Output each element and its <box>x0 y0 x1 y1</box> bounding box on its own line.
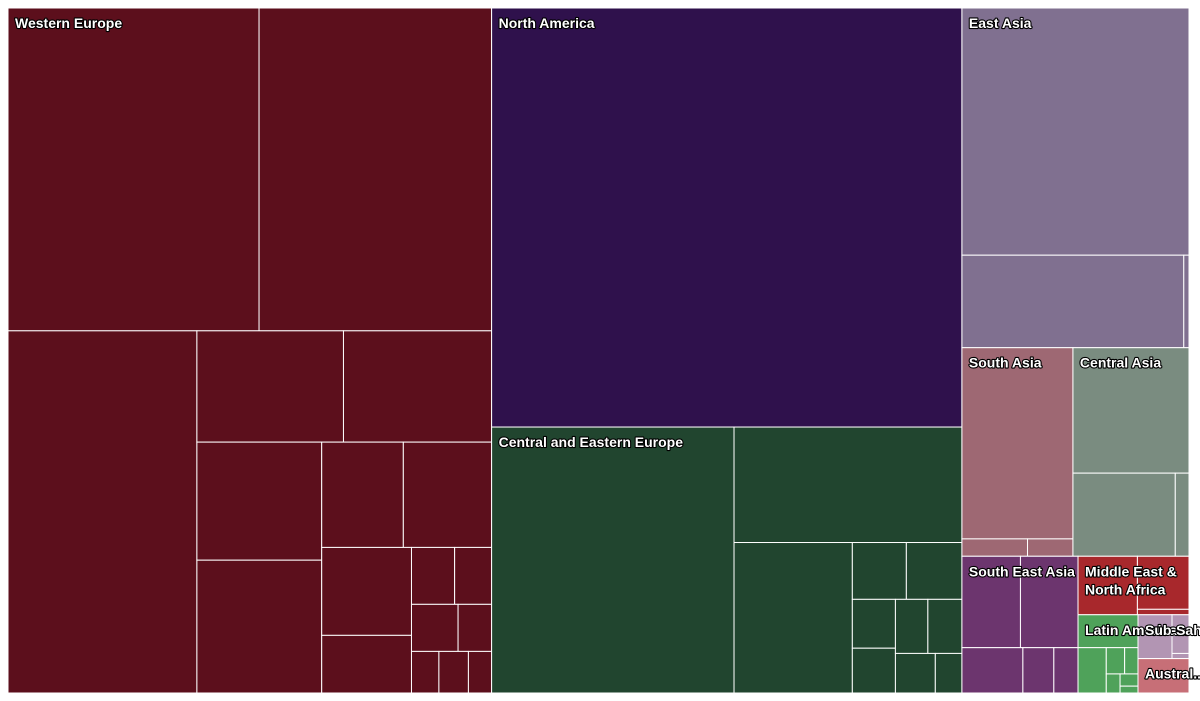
region-east-asia[interactable] <box>961 7 1190 349</box>
region-sub-saharan-africa[interactable] <box>1137 614 1190 660</box>
tile-western-europe-2[interactable] <box>258 7 493 332</box>
tile-sub-saharan-africa-3[interactable] <box>1171 634 1190 654</box>
tile-central-and-eastern-europe-3[interactable] <box>733 542 853 694</box>
tile-latin-america-and-caribbean-5[interactable] <box>1105 673 1121 694</box>
tile-central-and-eastern-europe-11[interactable] <box>934 652 963 694</box>
region-central-and-eastern-europe[interactable] <box>491 426 963 694</box>
tile-western-europe-4[interactable] <box>196 330 344 443</box>
tile-western-europe-6[interactable] <box>196 441 323 561</box>
tile-western-europe-7[interactable] <box>196 559 323 694</box>
tile-central-and-eastern-europe-1[interactable] <box>491 426 735 694</box>
tile-central-and-eastern-europe-4[interactable] <box>851 542 907 600</box>
tile-east-asia-3[interactable] <box>1183 254 1190 349</box>
region-label-central-and-eastern-europe: Central and Eastern Europe <box>499 434 684 450</box>
tile-central-and-eastern-europe-7[interactable] <box>851 647 896 694</box>
tile-latin-america-and-caribbean-1[interactable] <box>1077 614 1139 649</box>
tile-middle-east-and-north-africa-2[interactable] <box>1136 555 1190 610</box>
tile-western-europe-18[interactable] <box>467 650 493 694</box>
region-north-america[interactable] <box>491 7 963 428</box>
region-label-middle-east-and-north-africa: Middle East & North Africa <box>1085 563 1177 597</box>
tile-central-asia-3[interactable] <box>1174 472 1190 557</box>
tile-western-europe-13[interactable] <box>454 546 493 605</box>
region-label-central-asia: Central Asia <box>1080 355 1161 371</box>
tile-east-asia-1[interactable] <box>961 7 1190 256</box>
region-australia-and-oceania[interactable] <box>1137 658 1190 694</box>
region-label-north-america: North America <box>499 15 595 31</box>
tile-central-and-eastern-europe-6[interactable] <box>851 598 896 649</box>
tile-western-europe-3[interactable] <box>7 330 198 694</box>
tile-western-europe-11[interactable] <box>321 634 412 694</box>
tile-western-europe-17[interactable] <box>438 650 469 694</box>
region-south-asia[interactable] <box>961 347 1074 557</box>
tile-western-europe-12[interactable] <box>410 546 456 605</box>
tile-sub-saharan-africa-4[interactable] <box>1171 652 1190 660</box>
tile-south-east-asia-4[interactable] <box>1022 647 1055 694</box>
region-label-south-east-asia: South East Asia <box>969 563 1075 579</box>
tile-western-europe-1[interactable] <box>7 7 260 332</box>
tile-north-america-1[interactable] <box>491 7 963 428</box>
tile-western-europe-8[interactable] <box>321 441 404 548</box>
region-label-sub-saharan-africa: Sub-Saharan Africa <box>1145 622 1200 638</box>
tile-western-europe-5[interactable] <box>342 330 493 443</box>
tile-central-asia-1[interactable] <box>1072 347 1190 474</box>
tile-latin-america-and-caribbean-4[interactable] <box>1124 647 1139 675</box>
tile-western-europe-14[interactable] <box>410 603 459 652</box>
tile-central-and-eastern-europe-9[interactable] <box>927 598 963 654</box>
tile-central-asia-2[interactable] <box>1072 472 1176 557</box>
tile-latin-america-and-caribbean-2[interactable] <box>1077 647 1107 694</box>
tile-western-europe-10[interactable] <box>321 546 412 636</box>
tile-western-europe-9[interactable] <box>402 441 493 548</box>
tile-south-asia-2[interactable] <box>961 538 1029 557</box>
tile-sub-saharan-africa-1[interactable] <box>1137 614 1173 660</box>
region-label-south-asia: South Asia <box>969 355 1042 371</box>
tile-central-and-eastern-europe-8[interactable] <box>894 598 929 654</box>
tile-south-east-asia-2[interactable] <box>1019 555 1079 649</box>
treemap-labels: Western Europe North America Central and E… <box>14 14 1200 683</box>
region-latin-america-and-caribbean[interactable] <box>1077 614 1139 694</box>
tile-latin-america-and-caribbean-6[interactable] <box>1119 673 1139 687</box>
tile-south-asia-3[interactable] <box>1027 538 1074 557</box>
tile-east-asia-2[interactable] <box>961 254 1185 349</box>
tile-latin-america-and-caribbean-7[interactable] <box>1119 685 1139 694</box>
region-central-asia[interactable] <box>1072 347 1190 557</box>
tile-south-asia-1[interactable] <box>961 347 1074 540</box>
tile-western-europe-15[interactable] <box>457 603 493 652</box>
region-label-australia-and-oceania: Austral... <box>1145 666 1200 682</box>
region-south-east-asia[interactable] <box>961 555 1079 694</box>
region-middle-east-and-north-africa[interactable] <box>1077 555 1190 616</box>
region-label-western-europe: Western Europe <box>15 15 122 31</box>
tile-south-east-asia-5[interactable] <box>1053 647 1079 694</box>
region-label-east-asia: East Asia <box>969 15 1032 31</box>
tile-central-and-eastern-europe-2[interactable] <box>733 426 963 544</box>
region-label-latin-america-and-caribbean: Latin America... <box>1085 622 1189 638</box>
tile-south-east-asia-3[interactable] <box>961 647 1024 694</box>
tile-middle-east-and-north-africa-3[interactable] <box>1136 608 1190 616</box>
tile-western-europe-16[interactable] <box>410 650 440 694</box>
tile-central-and-eastern-europe-10[interactable] <box>894 652 936 694</box>
treemap-tiles <box>7 7 1190 694</box>
region-western-europe[interactable] <box>7 7 493 694</box>
tile-latin-america-and-caribbean-3[interactable] <box>1105 647 1126 675</box>
tile-central-and-eastern-europe-5[interactable] <box>905 542 963 600</box>
tile-australia-and-oceania-1[interactable] <box>1137 658 1190 694</box>
tile-south-east-asia-1[interactable] <box>961 555 1021 649</box>
